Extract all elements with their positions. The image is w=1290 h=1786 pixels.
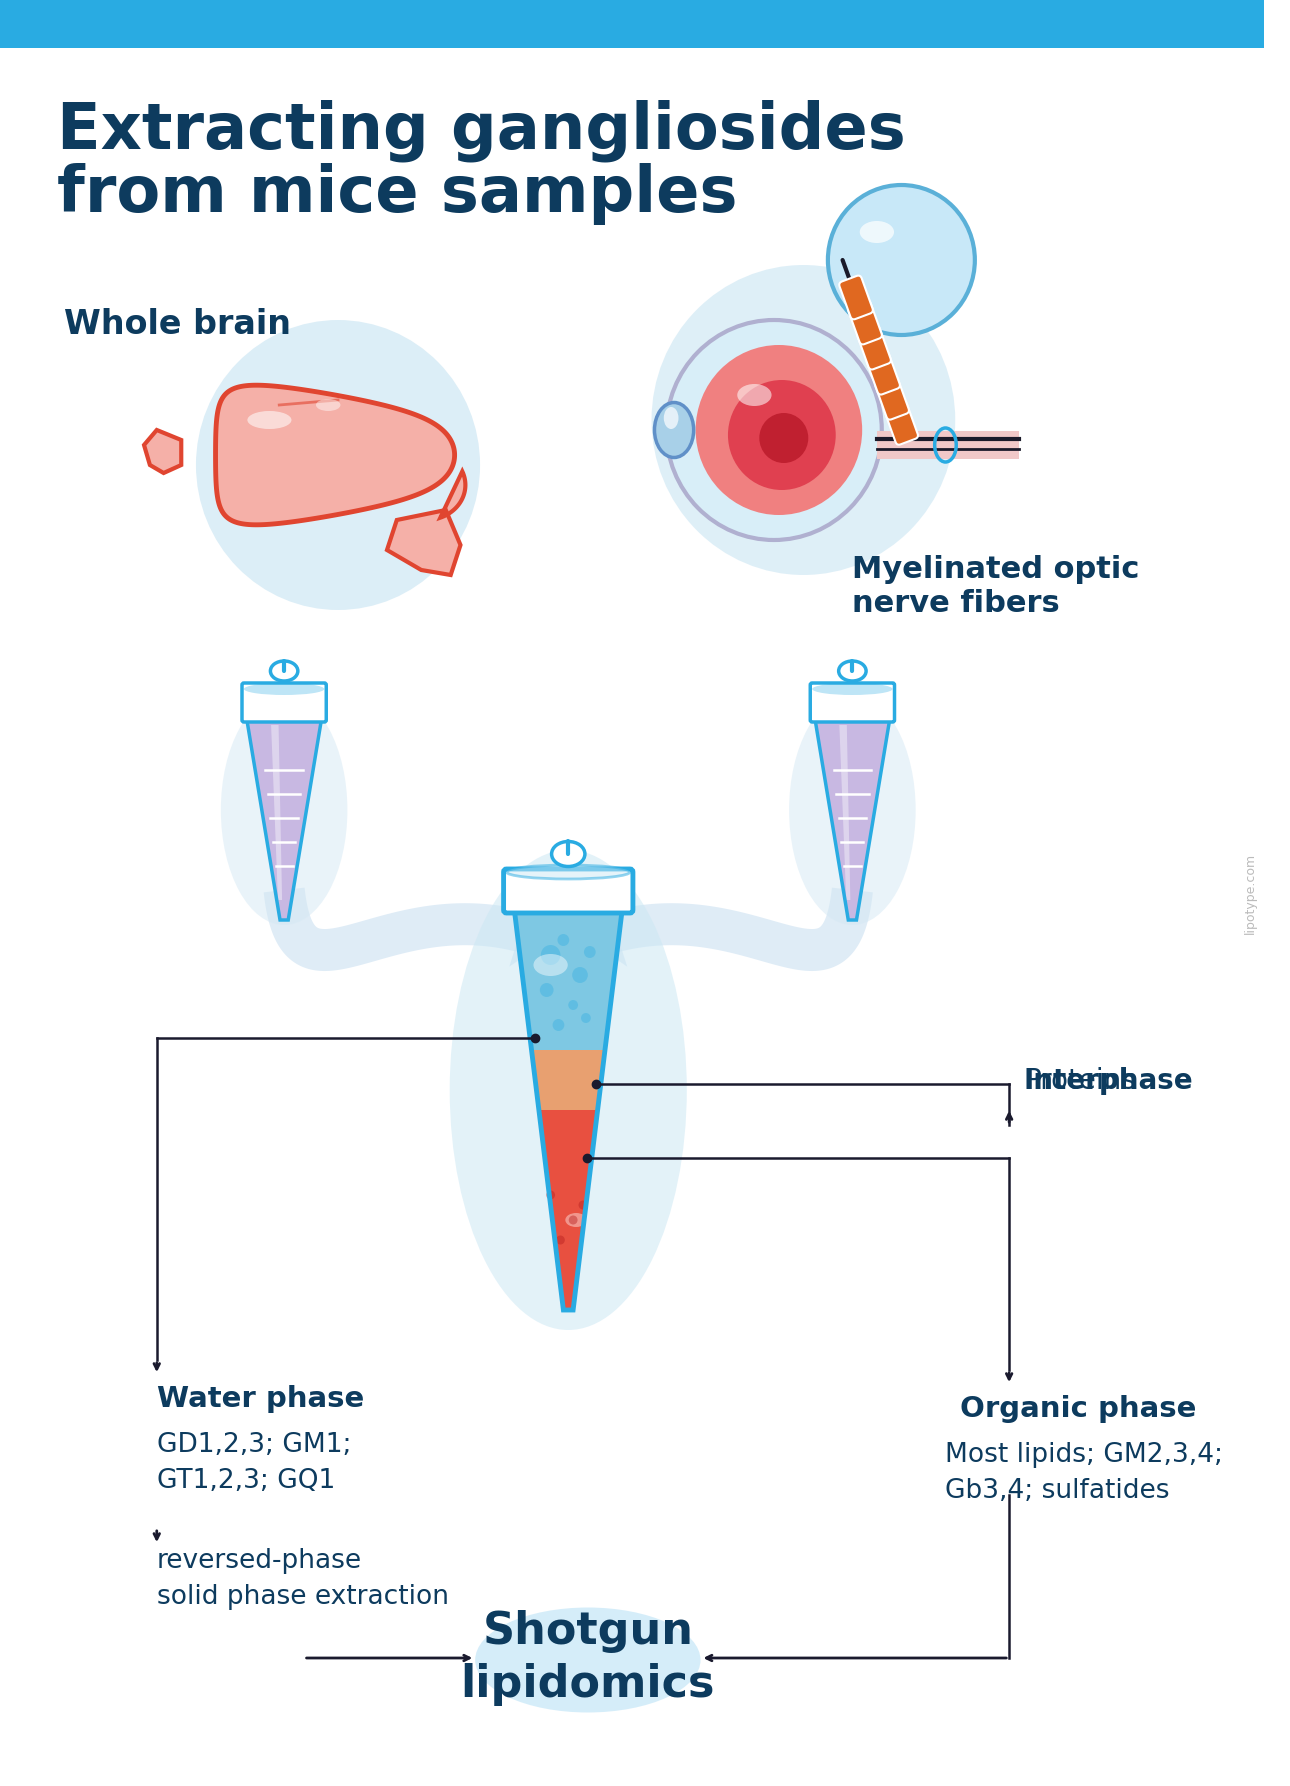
- Text: Extracting gangliosides: Extracting gangliosides: [57, 100, 906, 163]
- FancyBboxPatch shape: [849, 300, 882, 345]
- Text: Shotgun
lipidomics: Shotgun lipidomics: [461, 1609, 715, 1706]
- Ellipse shape: [552, 841, 584, 866]
- FancyBboxPatch shape: [503, 870, 633, 913]
- FancyBboxPatch shape: [858, 325, 891, 370]
- Polygon shape: [840, 725, 850, 900]
- Polygon shape: [144, 430, 182, 473]
- Ellipse shape: [664, 407, 679, 429]
- Ellipse shape: [271, 661, 298, 680]
- Circle shape: [728, 380, 836, 489]
- Text: from mice samples: from mice samples: [57, 163, 738, 225]
- Polygon shape: [263, 888, 556, 972]
- Polygon shape: [815, 720, 890, 920]
- Polygon shape: [510, 895, 548, 966]
- Circle shape: [552, 1020, 564, 1031]
- Ellipse shape: [859, 221, 894, 243]
- Ellipse shape: [738, 384, 771, 405]
- Polygon shape: [515, 911, 622, 1050]
- Ellipse shape: [534, 954, 568, 975]
- Polygon shape: [440, 472, 466, 518]
- Circle shape: [584, 947, 596, 957]
- Ellipse shape: [565, 1213, 587, 1227]
- Text: Proteins: Proteins: [1024, 1034, 1135, 1095]
- Ellipse shape: [450, 850, 686, 1331]
- Ellipse shape: [838, 661, 866, 680]
- Circle shape: [695, 345, 862, 514]
- Polygon shape: [271, 725, 283, 900]
- Circle shape: [666, 320, 882, 539]
- Circle shape: [651, 264, 956, 575]
- Circle shape: [539, 982, 553, 997]
- Circle shape: [196, 320, 480, 611]
- FancyBboxPatch shape: [243, 682, 326, 722]
- Ellipse shape: [316, 398, 341, 411]
- Text: Water phase: Water phase: [157, 1384, 364, 1413]
- FancyBboxPatch shape: [876, 375, 909, 420]
- Ellipse shape: [813, 682, 893, 695]
- Circle shape: [760, 413, 809, 463]
- Polygon shape: [215, 386, 454, 525]
- Ellipse shape: [654, 402, 694, 457]
- Bar: [0, 0, 1264, 48]
- Polygon shape: [539, 1111, 597, 1309]
- Polygon shape: [387, 511, 461, 575]
- Circle shape: [828, 186, 975, 336]
- Circle shape: [580, 1013, 591, 1023]
- Circle shape: [569, 1216, 578, 1225]
- Polygon shape: [580, 888, 873, 972]
- Polygon shape: [246, 720, 321, 920]
- FancyBboxPatch shape: [840, 275, 873, 320]
- Ellipse shape: [507, 864, 630, 879]
- Polygon shape: [588, 895, 627, 966]
- Ellipse shape: [789, 695, 916, 925]
- Ellipse shape: [221, 695, 347, 925]
- Text: Interphase: Interphase: [1024, 1066, 1193, 1095]
- Text: reversed-phase
solid phase extraction: reversed-phase solid phase extraction: [157, 1548, 449, 1609]
- Circle shape: [569, 1000, 578, 1011]
- Circle shape: [578, 1200, 587, 1209]
- Circle shape: [556, 1236, 565, 1245]
- Circle shape: [573, 966, 588, 982]
- Text: Whole brain: Whole brain: [63, 307, 290, 341]
- Ellipse shape: [248, 411, 292, 429]
- Circle shape: [546, 1191, 555, 1200]
- Ellipse shape: [244, 682, 324, 695]
- Text: Organic phase: Organic phase: [960, 1395, 1197, 1423]
- Text: Myelinated optic
nerve fibers: Myelinated optic nerve fibers: [853, 555, 1140, 618]
- Ellipse shape: [475, 1607, 700, 1713]
- Text: lipotype.com: lipotype.com: [1244, 852, 1256, 934]
- Circle shape: [541, 945, 560, 964]
- Circle shape: [557, 934, 569, 947]
- Polygon shape: [531, 1050, 605, 1111]
- Text: Most lipids; GM2,3,4;
Gb3,4; sulfatides: Most lipids; GM2,3,4; Gb3,4; sulfatides: [946, 1441, 1223, 1504]
- Bar: [877, 430, 1019, 459]
- FancyBboxPatch shape: [810, 682, 894, 722]
- FancyBboxPatch shape: [885, 400, 918, 445]
- FancyBboxPatch shape: [867, 350, 900, 395]
- Text: GD1,2,3; GM1;
GT1,2,3; GQ1: GD1,2,3; GM1; GT1,2,3; GQ1: [157, 1432, 351, 1495]
